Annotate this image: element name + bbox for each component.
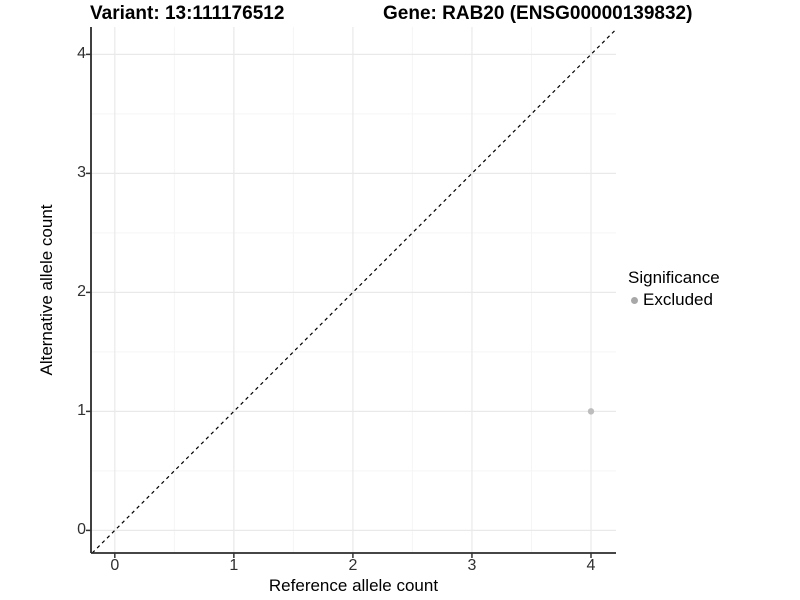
legend-title: Significance bbox=[628, 268, 720, 287]
y-tick-label: 3 bbox=[77, 164, 86, 182]
y-tick-label: 4 bbox=[77, 45, 86, 63]
y-tick-label: 2 bbox=[77, 283, 86, 301]
legend-item-label: Excluded bbox=[643, 290, 713, 309]
x-tick-label: 4 bbox=[586, 557, 596, 574]
plot-title-variant: Variant: 13:111176512 bbox=[90, 3, 285, 24]
x-tick-label: 1 bbox=[229, 557, 239, 574]
x-tick-label: 3 bbox=[467, 557, 477, 574]
y-tick-label: 1 bbox=[77, 402, 86, 420]
identity-line bbox=[91, 28, 617, 554]
x-axis-title: Reference allele count bbox=[268, 576, 439, 595]
x-tick-label: 0 bbox=[110, 557, 120, 574]
x-tick-label: 2 bbox=[348, 557, 358, 574]
legend: Significance Excluded bbox=[628, 268, 720, 310]
y-tick-label: 0 bbox=[77, 521, 86, 539]
plot-title-gene: Gene: RAB20 (ENSG00000139832) bbox=[383, 3, 693, 24]
y-axis-title: Alternative allele count bbox=[37, 204, 56, 376]
circle-icon bbox=[631, 296, 638, 304]
data-point bbox=[587, 408, 595, 415]
legend-item-excluded: Excluded bbox=[631, 290, 720, 310]
